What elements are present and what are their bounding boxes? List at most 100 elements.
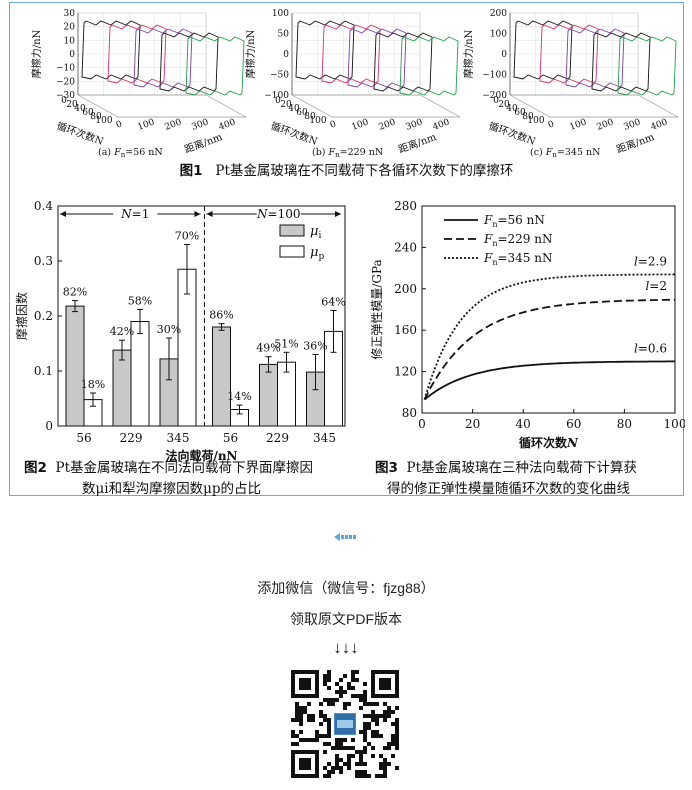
fig3-y-tick: 120 <box>394 365 417 379</box>
fig2-pct-label-i: 42% <box>110 325 134 338</box>
qr-code-icon[interactable] <box>291 670 399 778</box>
qr-module <box>323 742 327 746</box>
qr-module <box>299 738 303 742</box>
qr-module <box>299 710 303 714</box>
fig1-y-label: 摩擦力/nN <box>30 29 43 78</box>
qr-module <box>395 730 399 734</box>
qr-module <box>323 734 327 738</box>
friction-loop <box>591 32 651 92</box>
divider-arrow-icon <box>334 533 356 541</box>
fig3-x-label: 循环次数N <box>519 435 579 450</box>
qr-module <box>379 714 383 718</box>
fig1-cycle-tick: 60 <box>296 108 308 118</box>
fig3-series-line <box>423 298 676 400</box>
qr-finder-core <box>379 678 391 690</box>
fig3-x-tick: 20 <box>465 417 480 431</box>
fig3-x-tick: 100 <box>664 417 685 431</box>
qr-module <box>299 706 303 710</box>
qr-module <box>355 750 359 754</box>
qr-module <box>383 746 387 750</box>
qr-module <box>363 690 367 694</box>
qr-module <box>359 750 363 754</box>
qr-module <box>375 730 379 734</box>
fig2-bar-mu-i <box>259 363 278 427</box>
qr-module <box>383 770 387 774</box>
qr-module <box>363 734 367 738</box>
qr-module <box>291 734 295 738</box>
qr-module <box>355 694 359 698</box>
qr-module <box>383 758 387 762</box>
qr-module <box>351 694 355 698</box>
panel-floor <box>77 94 247 118</box>
qr-module <box>383 774 387 778</box>
qr-module <box>331 698 335 702</box>
fig1-y-tick: 100 <box>272 9 289 19</box>
qr-module <box>323 698 327 702</box>
fig1-cycle-tick: 60 <box>514 108 526 118</box>
qr-finder-core <box>299 758 311 770</box>
qr-module <box>339 690 343 694</box>
qr-module <box>375 718 379 722</box>
qr-module <box>327 722 331 726</box>
qr-module <box>327 742 331 746</box>
fig1-cycle-tick: 0 <box>275 96 281 106</box>
fig2-pct-label-p: 18% <box>81 378 105 391</box>
fig1-dist-tick: 0 <box>115 119 124 130</box>
fig1-cycle-tick: 0 <box>61 96 67 106</box>
qr-module <box>395 726 399 730</box>
fig3-curve-label: l=0.6 <box>634 341 667 355</box>
qr-module <box>343 762 347 766</box>
qr-module <box>379 734 383 738</box>
qr-module <box>363 682 367 686</box>
fig2-plot-frame <box>57 205 346 427</box>
fig1-dist-label: 距离/nm <box>397 130 439 156</box>
fig1-dist-label: 距离/nm <box>615 130 657 156</box>
qr-module <box>327 686 331 690</box>
fig1-cycle-tick: 40 <box>288 104 300 114</box>
qr-module <box>367 714 371 718</box>
fig2-pct-label-p: 14% <box>227 390 251 403</box>
qr-module <box>327 670 331 674</box>
qr-module <box>323 678 327 682</box>
fig3-series-line <box>423 273 675 400</box>
qr-module <box>375 722 379 726</box>
qr-module <box>363 722 367 726</box>
fig3-curve-label: l=2.9 <box>634 254 667 268</box>
friction-loop <box>321 24 381 84</box>
qr-module <box>291 730 295 734</box>
qr-module <box>331 766 335 770</box>
qr-module <box>339 738 343 742</box>
fig1-caption: 图1 Pt基金属玻璃在不同载荷下各循环次数下的摩擦环 <box>179 163 514 179</box>
qr-module <box>343 746 347 750</box>
fig1-y-tick: −50 <box>270 71 289 81</box>
qr-module <box>379 766 383 770</box>
qr-module <box>327 730 331 734</box>
fig1-y-tick: −100 <box>482 71 507 81</box>
qr-module <box>347 746 351 750</box>
fig2-group-arrow <box>60 211 66 217</box>
qr-module <box>327 734 331 738</box>
qr-module <box>395 722 399 726</box>
qr-module <box>371 734 375 738</box>
qr-module <box>395 734 399 738</box>
qr-module <box>363 698 367 702</box>
qr-module <box>363 762 367 766</box>
qr-module <box>299 718 303 722</box>
fig2-group-label: N=1 <box>120 207 149 221</box>
fig1-y-tick: −20 <box>56 77 75 87</box>
qr-module <box>363 702 367 706</box>
qr-module <box>339 746 343 750</box>
fig1-dist-tick: 400 <box>218 117 238 132</box>
fig2-x-tick: 345 <box>167 431 190 445</box>
fig2-pct-label-p: 70% <box>175 230 199 243</box>
qr-module <box>339 758 343 762</box>
fig2-x-tick: 229 <box>266 431 289 445</box>
qr-module <box>371 710 375 714</box>
qr-module <box>335 766 339 770</box>
qr-module <box>351 678 355 682</box>
qr-module <box>319 722 323 726</box>
fig1-y-tick: 20 <box>64 23 76 33</box>
qr-module <box>347 682 351 686</box>
